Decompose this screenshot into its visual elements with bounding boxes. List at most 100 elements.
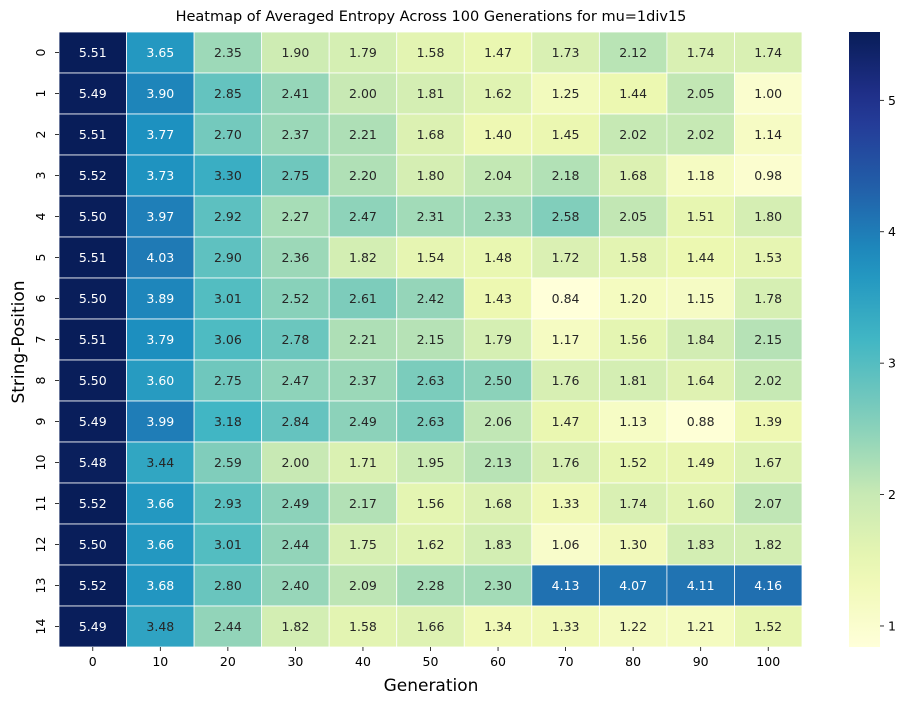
cell-value-label: 2.41 <box>281 86 309 101</box>
y-tick-label: 6 <box>33 294 48 302</box>
cell-value-label: 1.00 <box>754 86 782 101</box>
cell-value-label: 1.81 <box>619 373 647 388</box>
cell-value-label: 2.63 <box>417 373 445 388</box>
cell-value-label: 2.15 <box>417 332 445 347</box>
cell-value-label: 2.02 <box>687 127 715 142</box>
cell-value-label: 2.04 <box>484 168 512 183</box>
cell-value-label: 1.80 <box>417 168 445 183</box>
cell-value-label: 3.18 <box>214 414 242 429</box>
cell-value-label: 2.28 <box>417 578 445 593</box>
cell-value-label: 2.47 <box>281 373 309 388</box>
cell-value-label: 2.90 <box>214 250 242 265</box>
cell-value-label: 2.00 <box>281 455 309 470</box>
cell-value-label: 2.36 <box>281 250 309 265</box>
heatmap-cell <box>463 564 533 607</box>
cell-value-label: 1.25 <box>552 86 580 101</box>
cell-value-label: 3.89 <box>146 291 174 306</box>
cell-value-label: 2.84 <box>281 414 309 429</box>
cell-value-label: 2.85 <box>214 86 242 101</box>
cell-value-label: 5.51 <box>79 250 107 265</box>
cell-value-label: 1.13 <box>619 414 647 429</box>
heatmap-cell <box>463 605 533 648</box>
cell-value-label: 1.56 <box>619 332 647 347</box>
cell-value-label: 1.82 <box>349 250 377 265</box>
chart-title: Heatmap of Averaged Entropy Across 100 G… <box>176 9 687 25</box>
x-tick-label: 70 <box>558 654 574 669</box>
heatmap-cell <box>193 523 263 566</box>
heatmap-cell <box>328 400 398 443</box>
cell-value-label: 5.51 <box>79 45 107 60</box>
cell-value-label: 5.51 <box>79 127 107 142</box>
heatmap-cell <box>598 72 668 115</box>
heatmap-cell <box>261 277 330 320</box>
cell-value-label: 5.50 <box>79 291 107 306</box>
x-axis-ticks: 0 10 20 30 40 50 60 70 80 90 100 <box>89 647 780 669</box>
heatmap-cell <box>261 31 330 74</box>
cell-value-label: 1.58 <box>349 619 377 634</box>
cell-value-label: 5.52 <box>79 578 107 593</box>
heatmap-cell <box>598 482 668 525</box>
heatmap-cell <box>396 72 465 115</box>
heatmap-cell <box>193 113 263 156</box>
cell-value-label: 1.56 <box>417 496 445 511</box>
cell-value-label: 1.40 <box>484 127 512 142</box>
heatmap-cell <box>58 318 127 361</box>
cell-value-label: 1.83 <box>484 537 512 552</box>
cell-value-label: 1.15 <box>687 291 715 306</box>
heatmap-cell <box>598 564 668 607</box>
cell-value-label: 2.35 <box>214 45 242 60</box>
heatmap-cell <box>396 400 465 443</box>
cell-value-label: 2.70 <box>214 127 242 142</box>
heatmap-cell <box>58 72 127 115</box>
heatmap-cell <box>598 359 668 402</box>
cell-value-label: 0.98 <box>754 168 782 183</box>
cell-value-label: 1.60 <box>687 496 715 511</box>
cell-value-label: 1.33 <box>552 496 580 511</box>
cell-value-label: 1.67 <box>754 455 782 470</box>
heatmap-cell <box>396 564 465 607</box>
heatmap-cell <box>531 359 600 402</box>
heatmap-cell <box>531 400 600 443</box>
heatmap-cell <box>261 359 330 402</box>
heatmap-cell <box>531 441 600 484</box>
cell-value-label: 1.68 <box>484 496 512 511</box>
heatmap-cell <box>598 195 668 238</box>
y-tick-label: 10 <box>33 455 48 471</box>
heatmap-cell <box>666 523 735 566</box>
cell-value-label: 1.22 <box>619 619 647 634</box>
heatmap-cell <box>58 31 127 74</box>
heatmap-cell <box>193 564 263 607</box>
heatmap-cell <box>261 318 330 361</box>
cell-value-label: 1.82 <box>281 619 309 634</box>
heatmap-cell <box>396 236 465 279</box>
cell-value-label: 3.79 <box>146 332 174 347</box>
cell-value-label: 2.12 <box>619 45 647 60</box>
heatmap-cell <box>193 195 263 238</box>
heatmap-cell <box>126 31 195 74</box>
cell-value-label: 5.49 <box>79 414 107 429</box>
heatmap-cell <box>396 605 465 648</box>
cell-value-label: 0.88 <box>687 414 715 429</box>
cell-value-label: 1.52 <box>754 619 782 634</box>
cell-value-label: 2.06 <box>484 414 512 429</box>
heatmap-cell <box>734 31 803 74</box>
cell-value-label: 3.30 <box>214 168 242 183</box>
cell-value-label: 1.47 <box>484 45 512 60</box>
cell-value-label: 2.07 <box>754 496 782 511</box>
x-tick-label: 100 <box>756 654 780 669</box>
cell-value-label: 1.48 <box>484 250 512 265</box>
cell-value-label: 2.78 <box>281 332 309 347</box>
heatmap-cell <box>193 72 263 115</box>
heatmap-cell <box>734 605 803 648</box>
x-tick-label: 10 <box>152 654 168 669</box>
y-tick-label: 1 <box>33 90 48 98</box>
heatmap-cell <box>463 277 533 320</box>
heatmap-cell <box>58 195 127 238</box>
colorbar-ticks: 1 2 3 4 5 <box>880 93 896 633</box>
heatmap-cell <box>261 195 330 238</box>
heatmap-cell <box>396 523 465 566</box>
heatmap-cell <box>734 236 803 279</box>
y-tick-label: 11 <box>33 496 48 512</box>
cell-value-label: 2.37 <box>281 127 309 142</box>
